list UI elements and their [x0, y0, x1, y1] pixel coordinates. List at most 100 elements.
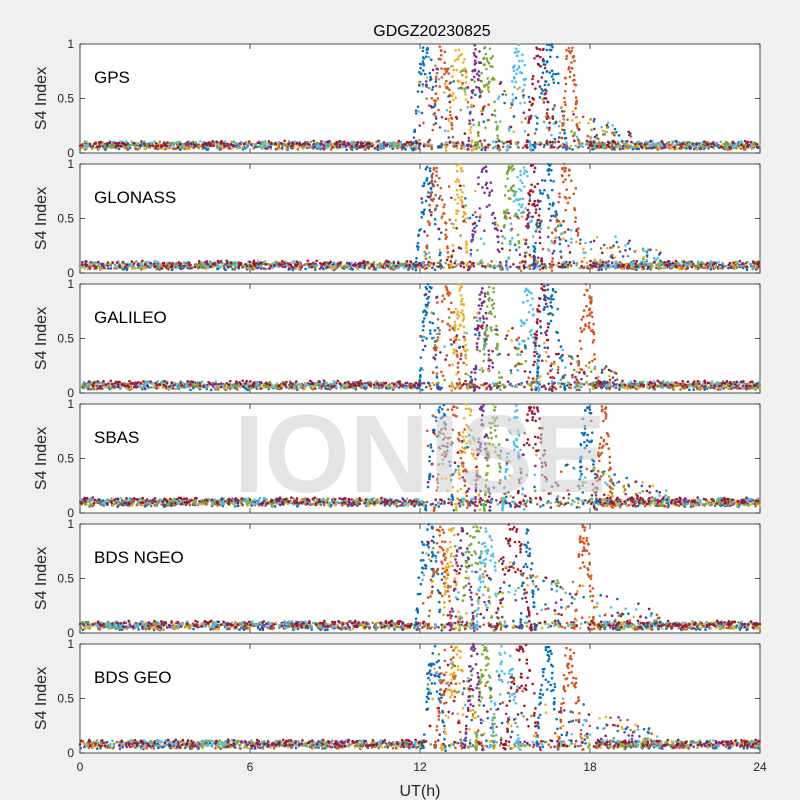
data-point	[421, 261, 424, 264]
data-point	[163, 147, 167, 151]
data-point	[671, 261, 675, 265]
data-point	[562, 114, 565, 117]
data-point	[531, 102, 534, 106]
data-point	[466, 147, 470, 151]
data-point	[685, 143, 689, 147]
data-point	[378, 142, 382, 146]
data-point	[186, 264, 189, 268]
data-point	[316, 143, 319, 147]
data-point	[507, 129, 511, 132]
data-point	[187, 146, 190, 150]
data-point	[392, 142, 396, 145]
data-point	[712, 267, 715, 271]
data-point	[581, 247, 585, 251]
data-point	[98, 141, 101, 144]
data-point	[459, 234, 462, 237]
data-point	[479, 139, 482, 143]
data-point	[446, 251, 450, 254]
data-point	[468, 119, 471, 122]
data-point	[560, 232, 564, 235]
data-point	[585, 261, 589, 264]
data-point	[428, 223, 431, 227]
data-point	[439, 194, 442, 198]
data-point	[189, 388, 192, 392]
data-point	[474, 48, 477, 51]
data-point	[139, 268, 143, 271]
data-point	[439, 259, 442, 262]
data-point	[344, 144, 347, 147]
data-point	[85, 140, 88, 144]
data-point	[552, 145, 556, 149]
data-point	[512, 184, 516, 187]
data-point	[472, 148, 475, 151]
data-point	[427, 86, 431, 90]
data-point	[570, 49, 574, 53]
data-point	[543, 66, 547, 70]
data-point	[523, 129, 527, 133]
data-point	[557, 261, 561, 265]
data-point	[484, 165, 488, 169]
data-point	[415, 256, 418, 260]
data-point	[538, 207, 542, 211]
data-point	[432, 123, 436, 126]
data-point	[471, 229, 475, 232]
data-point	[603, 142, 607, 145]
data-point	[640, 145, 644, 149]
data-point	[709, 265, 713, 268]
data-point	[249, 264, 253, 268]
data-point	[575, 123, 579, 126]
data-point	[438, 85, 442, 88]
data-point	[460, 87, 464, 90]
data-point	[425, 97, 428, 100]
data-point	[567, 228, 570, 231]
data-point	[205, 260, 209, 263]
data-point	[726, 148, 730, 151]
data-point	[422, 57, 426, 60]
data-point	[511, 98, 515, 102]
data-point	[753, 261, 756, 264]
data-point	[605, 126, 609, 129]
data-point	[470, 96, 473, 99]
data-point	[664, 263, 668, 267]
data-point	[408, 144, 412, 147]
data-point	[245, 146, 249, 149]
data-point	[533, 57, 536, 60]
data-point	[634, 262, 637, 266]
data-point	[458, 162, 462, 166]
data-point	[474, 141, 477, 144]
data-point	[496, 224, 500, 227]
data-point	[624, 141, 627, 145]
data-point	[513, 85, 516, 89]
data-point	[125, 268, 129, 272]
data-point	[418, 138, 421, 142]
data-point	[586, 134, 590, 138]
data-point	[682, 264, 685, 268]
data-point	[626, 254, 630, 258]
data-point	[472, 265, 476, 268]
data-point	[480, 258, 483, 262]
data-point	[577, 128, 581, 131]
data-point	[522, 94, 525, 97]
data-point	[520, 215, 524, 218]
data-point	[212, 385, 215, 389]
data-point	[428, 71, 432, 75]
data-point	[470, 104, 474, 108]
data-point	[295, 260, 299, 263]
data-point	[407, 141, 410, 144]
data-point	[473, 226, 476, 230]
data-point	[735, 261, 739, 264]
data-point	[435, 71, 439, 75]
data-point	[491, 65, 494, 69]
data-point	[658, 147, 662, 151]
data-point	[424, 143, 428, 146]
data-point	[461, 215, 465, 219]
data-point	[473, 80, 476, 83]
data-point	[464, 93, 467, 96]
data-point	[402, 266, 406, 269]
data-point	[486, 59, 489, 63]
data-point	[567, 67, 570, 71]
data-point	[423, 208, 426, 212]
data-point	[430, 106, 434, 109]
data-point	[562, 237, 565, 241]
data-point	[583, 256, 586, 260]
